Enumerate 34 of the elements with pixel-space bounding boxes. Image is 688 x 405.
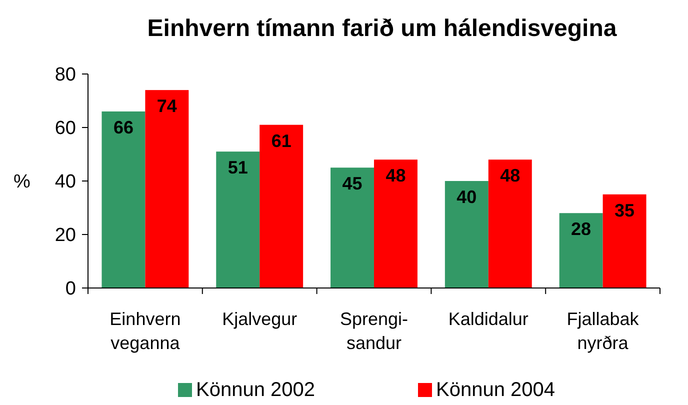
data-label: 51 — [228, 158, 248, 178]
bar — [559, 213, 603, 288]
bar — [102, 111, 146, 288]
x-tick-label: Sprengi- sandur — [340, 309, 408, 353]
x-tick-label: Kaldidalur — [448, 309, 528, 329]
data-label: 48 — [386, 166, 406, 186]
bar — [602, 194, 646, 288]
legend-label: Könnun 2004 — [436, 379, 556, 401]
y-tick-label: 80 — [54, 64, 76, 86]
data-label: 61 — [271, 130, 292, 151]
data-label: 40 — [456, 187, 477, 207]
data-label: 48 — [500, 166, 520, 186]
y-tick-label: 20 — [54, 225, 76, 246]
bar — [444, 181, 488, 288]
y-tick-label: 60 — [54, 118, 76, 140]
bar — [216, 152, 260, 288]
x-tick-label: Fjallabak nyrðra — [566, 309, 640, 353]
legend-label: Könnun 2002 — [196, 379, 316, 401]
bar — [488, 160, 532, 288]
bar — [260, 124, 304, 288]
bar — [145, 90, 189, 288]
bar — [374, 160, 418, 288]
chart-title: Einhvern tímann farið um hálendisvegina — [147, 15, 618, 42]
data-label: 74 — [156, 96, 177, 116]
y-tick-label: 40 — [54, 172, 76, 193]
x-tick-label: Einhvern veganna — [110, 309, 181, 353]
x-tick-label: Kjalvegur — [222, 309, 298, 329]
data-label: 66 — [113, 117, 134, 138]
data-label: 28 — [571, 219, 592, 240]
data-label: 45 — [342, 174, 362, 194]
y-tick-label: 0 — [65, 278, 76, 300]
y-axis-title: % — [14, 172, 31, 193]
data-label: 35 — [614, 200, 635, 220]
bar — [330, 168, 374, 288]
